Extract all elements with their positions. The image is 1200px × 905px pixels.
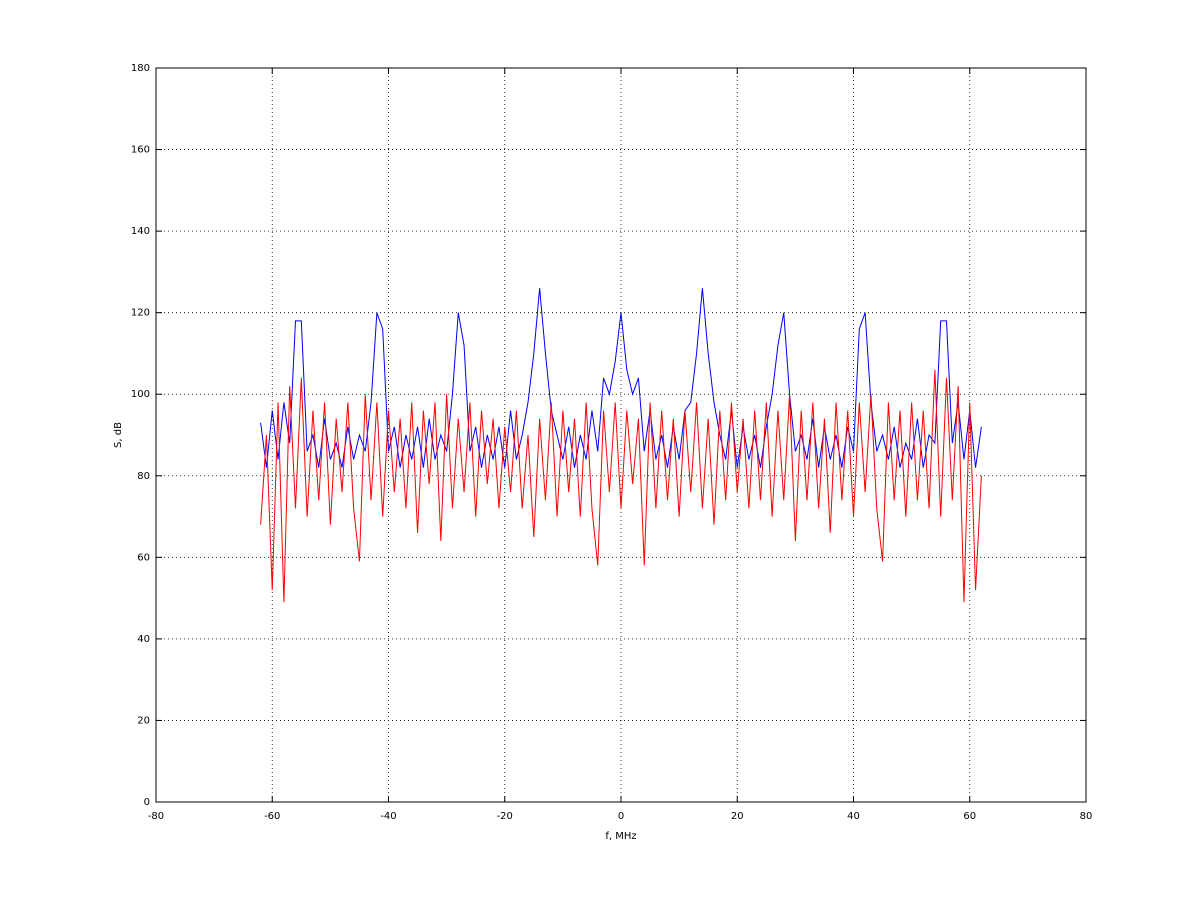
x-tick-label: 80 (1080, 811, 1093, 822)
x-tick-label: -20 (497, 811, 513, 822)
y-tick-label: 20 (137, 715, 150, 726)
y-tick-label: 40 (137, 634, 150, 645)
y-tick-label: 100 (131, 389, 150, 400)
y-tick-label: 180 (131, 63, 150, 74)
x-tick-label: -80 (148, 811, 164, 822)
y-axis-label: S, dB (113, 422, 124, 448)
y-tick-label: 80 (137, 471, 150, 482)
x-axis-label: f, MHz (605, 831, 636, 842)
series-line (260, 288, 982, 468)
x-tick-label: -40 (380, 811, 396, 822)
series-line (260, 369, 982, 603)
y-tick-label: 160 (131, 145, 150, 156)
y-tick-label: 140 (131, 226, 150, 237)
plot-frame (155, 67, 1087, 803)
x-tick-label: 20 (731, 811, 744, 822)
x-tick-label: 0 (618, 811, 624, 822)
y-tick-label: 120 (131, 308, 150, 319)
x-tick-label: -60 (264, 811, 280, 822)
x-tick-label: 40 (847, 811, 860, 822)
x-tick-label: 60 (963, 811, 976, 822)
y-tick-label: 60 (137, 552, 150, 563)
y-tick-label: 0 (144, 797, 150, 808)
